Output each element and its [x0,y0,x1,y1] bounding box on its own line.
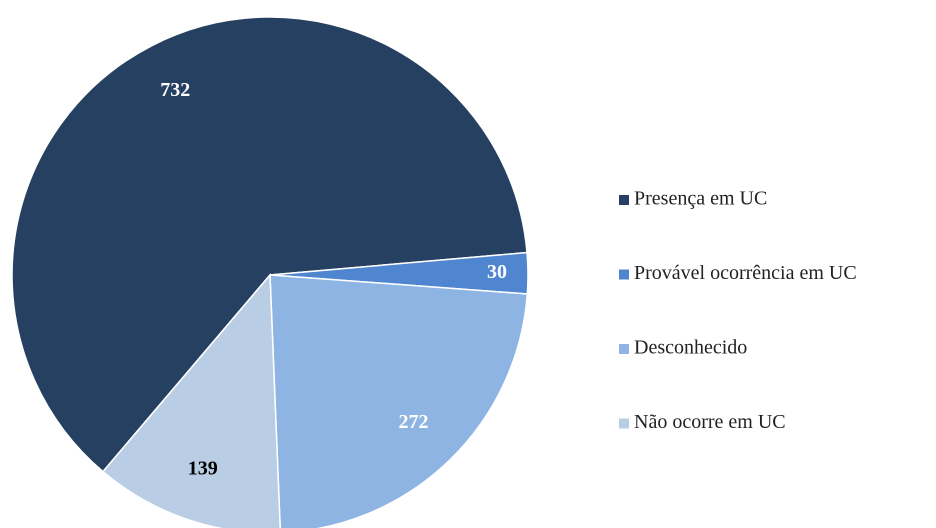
data-label: 30 [487,261,507,283]
legend-label: Presença em UC [634,188,767,210]
data-label: 139 [188,458,218,480]
pie-slice [11,16,528,473]
data-label: 272 [399,411,429,433]
pie-slice [269,274,529,528]
pie-slice [101,273,281,528]
legend-label: Provável ocorrência em UC [634,262,857,284]
legend-swatch [619,269,629,280]
legend-swatch [619,344,629,354]
legend-label: Não ocorre em UC [634,411,786,433]
data-label: 732 [160,79,190,101]
legend-swatch [619,418,629,429]
legend-label: Desconhecido [634,337,747,359]
legend-swatch [619,195,629,205]
